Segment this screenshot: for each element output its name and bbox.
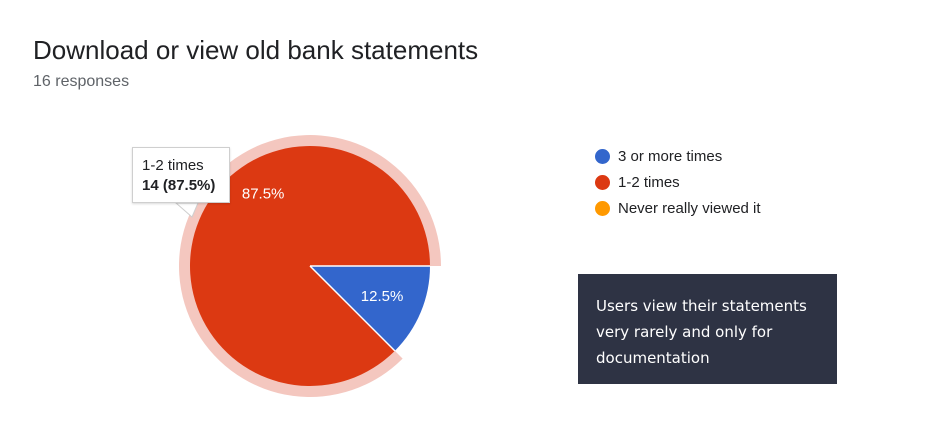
legend-label: Never really viewed it [618, 199, 761, 217]
legend-label: 1-2 times [618, 173, 680, 191]
tooltip-pointer [174, 202, 199, 218]
slice-tooltip: 1-2 times 14 (87.5%) [132, 147, 230, 203]
legend-swatch-red [595, 174, 610, 190]
tooltip-value: 14 (87.5%) [142, 177, 216, 194]
legend-item-3-or-more[interactable]: 3 or more times [595, 143, 761, 169]
legend-item-1-2-times[interactable]: 1-2 times [595, 169, 761, 195]
legend-item-never[interactable]: Never really viewed it [595, 195, 761, 221]
chart-title: Download or view old bank statements [33, 35, 479, 65]
legend-swatch-blue [595, 148, 610, 164]
callout-text: Users view their statements very rarely … [596, 297, 807, 367]
insight-callout: Users view their statements very rarely … [578, 274, 837, 384]
pie-slice-1[interactable] [310, 266, 430, 351]
tooltip-category: 1-2 times [142, 157, 204, 174]
legend-label: 3 or more times [618, 147, 723, 165]
slice-percent-label: 12.5% [361, 288, 404, 305]
response-count: 16 responses [33, 73, 130, 90]
slice-separator [309, 265, 396, 352]
chart-legend: 3 or more times 1-2 times Never really v… [595, 143, 761, 221]
legend-swatch-orange [595, 200, 610, 216]
slice-percent-label: 87.5% [242, 185, 285, 202]
